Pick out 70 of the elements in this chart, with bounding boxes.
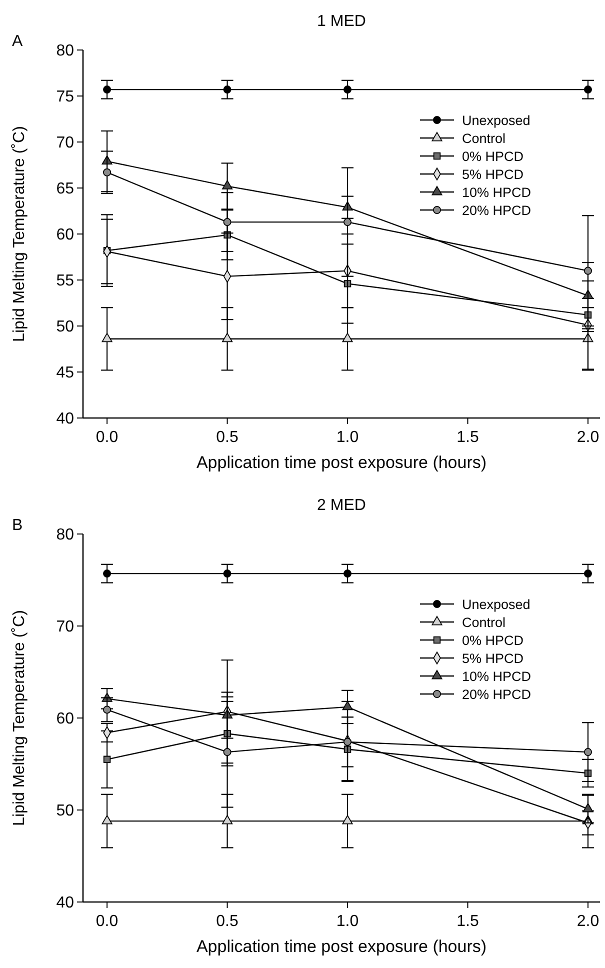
x-tick-label: 2.0: [576, 429, 600, 446]
y-tick-label: 45: [56, 364, 74, 382]
point: [342, 332, 353, 342]
y-axis-title: Lipid Melting Temperature (˚C): [11, 610, 28, 826]
legend-label: 0% HPCD: [462, 633, 524, 648]
point: [103, 756, 111, 764]
x-tick-label: 0.5: [216, 913, 238, 930]
point: [584, 86, 592, 94]
point: [102, 815, 112, 824]
y-tick-label: 55: [56, 272, 74, 290]
y-tick-label: 80: [56, 526, 74, 544]
point: [103, 706, 112, 714]
point: [103, 168, 112, 176]
x-tick-label: 0.0: [96, 913, 118, 930]
y-tick-label: 60: [56, 710, 74, 728]
y-axis-title: Lipid Melting Temperature (˚C): [11, 126, 28, 342]
legend-label: Control: [462, 131, 506, 146]
y-tick-label: 50: [56, 802, 74, 820]
legend-label: 0% HPCD: [462, 149, 524, 164]
y-tick-label: 70: [56, 618, 74, 636]
text: B: [12, 517, 23, 534]
point: [584, 748, 592, 756]
y-tick-label: 80: [56, 42, 74, 60]
point: [584, 266, 592, 275]
y-tick-label: 75: [56, 88, 74, 106]
point: [223, 748, 232, 756]
legend-label: 20% HPCD: [462, 687, 532, 702]
chart-title: 1 MED: [317, 13, 366, 30]
y-tick-label: 60: [56, 226, 74, 244]
x-tick-label: 1.0: [336, 429, 359, 446]
y-tick-label: 50: [56, 318, 74, 336]
legend-label: 20% HPCD: [462, 203, 532, 218]
legend-label: Unexposed: [462, 113, 530, 128]
point: [222, 815, 233, 824]
x-tick-label: 1.5: [456, 913, 479, 930]
text: A: [12, 33, 23, 50]
x-tick-label: 1.5: [456, 429, 479, 446]
x-tick-label: 1.0: [336, 913, 359, 930]
point: [343, 218, 352, 226]
legend-label: Unexposed: [462, 597, 530, 612]
legend-label: 10% HPCD: [462, 669, 532, 684]
point: [223, 570, 232, 578]
x-tick-label: 2.0: [576, 913, 600, 930]
point: [223, 218, 232, 226]
point: [343, 738, 352, 746]
point: [342, 815, 353, 824]
point: [584, 570, 592, 578]
y-tick-label: 65: [56, 180, 74, 198]
y-tick-label: 70: [56, 134, 74, 152]
point: [582, 803, 594, 812]
legend-label: Control: [462, 615, 506, 630]
point: [342, 700, 353, 710]
point: [103, 570, 112, 578]
point: [102, 332, 112, 342]
y-tick-label: 40: [56, 410, 74, 428]
chart-title: 2 MED: [317, 497, 366, 514]
point: [343, 570, 352, 578]
point: [222, 180, 233, 190]
legend-label: 5% HPCD: [462, 167, 524, 182]
point: [223, 86, 232, 94]
point: [343, 86, 352, 94]
x-axis-title: Application time post exposure (hours): [196, 453, 487, 472]
x-tick-label: 0.0: [96, 429, 118, 446]
point: [222, 332, 233, 342]
x-tick-label: 0.5: [216, 429, 238, 446]
legend-label: 5% HPCD: [462, 651, 524, 666]
point: [103, 86, 112, 94]
legend-label: 10% HPCD: [462, 185, 532, 200]
y-tick-label: 40: [56, 894, 74, 912]
x-axis-title: Application time post exposure (hours): [196, 937, 487, 956]
